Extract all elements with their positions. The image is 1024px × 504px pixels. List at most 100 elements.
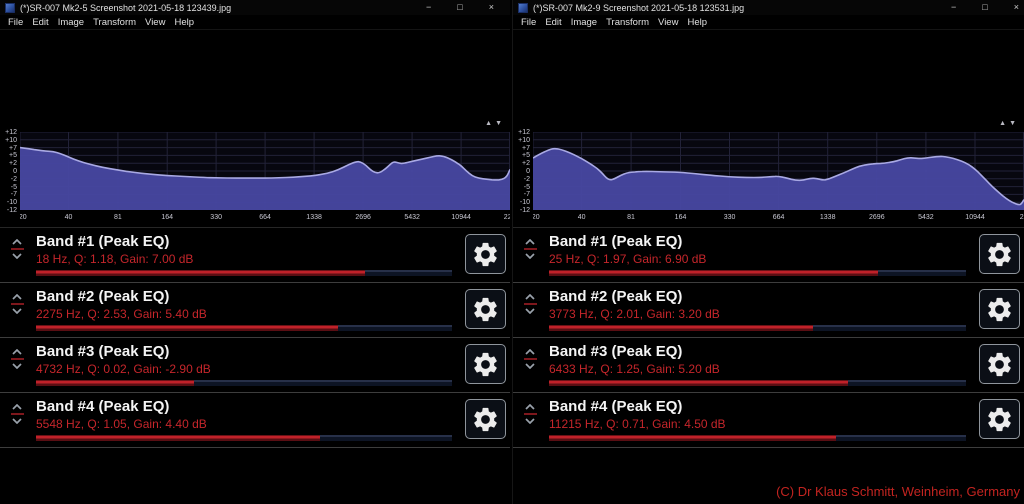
y-tick-label: -7 — [10, 191, 17, 199]
band-indicator-dash — [523, 303, 537, 305]
band-down-icon[interactable] — [525, 418, 535, 424]
x-tick-label: 220 — [503, 214, 510, 221]
band-down-icon[interactable] — [12, 253, 22, 259]
band-up-icon[interactable] — [525, 239, 535, 245]
band-up-icon[interactable] — [12, 294, 22, 300]
band-settings-button[interactable] — [465, 344, 506, 384]
gain-slider-fill — [549, 270, 878, 276]
x-tick-label: 664 — [772, 214, 785, 221]
y-tick-label: +2 — [9, 160, 17, 168]
titlebar[interactable]: (*)SR-007 Mk2-9 Screenshot 2021-05-18 12… — [513, 0, 1024, 15]
band-row-1: Band #1 (Peak EQ) 25 Hz, Q: 1.97, Gain: … — [513, 228, 1024, 283]
menu-bar: File Edit Image Transform View Help — [0, 15, 510, 30]
gain-slider[interactable] — [549, 270, 966, 276]
band-settings-button[interactable] — [979, 289, 1020, 329]
x-tick-label: 81 — [113, 214, 122, 221]
gain-slider[interactable] — [549, 325, 966, 331]
chart-down-button[interactable]: ▼ — [495, 120, 505, 127]
image-viewer-window-right: (*)SR-007 Mk2-9 Screenshot 2021-05-18 12… — [512, 0, 1024, 504]
band-down-icon[interactable] — [525, 363, 535, 369]
x-tick-label: 40 — [64, 214, 73, 221]
band-down-icon[interactable] — [12, 308, 22, 314]
menu-transform[interactable]: Transform — [606, 16, 650, 28]
band-down-icon[interactable] — [12, 418, 22, 424]
close-button[interactable]: × — [1013, 2, 1019, 12]
band-up-icon[interactable] — [12, 349, 22, 355]
band-up-icon[interactable] — [12, 404, 22, 410]
gear-icon — [474, 407, 497, 431]
y-tick-label: +7 — [522, 144, 530, 152]
menu-edit[interactable]: Edit — [32, 16, 49, 28]
maximize-button[interactable]: □ — [457, 2, 463, 12]
band-down-icon[interactable] — [525, 253, 535, 259]
close-button[interactable]: × — [488, 2, 494, 12]
window-title: (*)SR-007 Mk2-9 Screenshot 2021-05-18 12… — [533, 2, 745, 13]
menu-help[interactable]: Help — [687, 16, 707, 28]
band-title: Band #2 (Peak EQ) — [549, 288, 683, 305]
band-settings-button[interactable] — [979, 234, 1020, 274]
band-settings-button[interactable] — [979, 344, 1020, 384]
gain-slider[interactable] — [36, 435, 452, 441]
band-title: Band #1 (Peak EQ) — [549, 233, 683, 250]
band-down-icon[interactable] — [12, 363, 22, 369]
band-up-icon[interactable] — [525, 349, 535, 355]
chart-up-button[interactable]: ▲ — [485, 120, 496, 127]
y-tick-label: 0 — [13, 167, 17, 175]
y-tick-label: +2 — [522, 160, 530, 168]
chart-up-button[interactable]: ▲ — [999, 120, 1010, 127]
gain-slider-fill — [36, 435, 321, 441]
band-up-icon[interactable] — [12, 239, 22, 245]
menu-image[interactable]: Image — [57, 16, 85, 28]
gain-slider[interactable] — [36, 270, 452, 276]
band-up-icon[interactable] — [525, 294, 535, 300]
y-tick-label: +12 — [518, 129, 530, 136]
gain-slider[interactable] — [36, 380, 452, 386]
app-icon — [518, 2, 528, 13]
band-title: Band #2 (Peak EQ) — [36, 288, 170, 305]
band-up-icon[interactable] — [525, 404, 535, 410]
eq-curve — [20, 132, 510, 210]
menu-edit[interactable]: Edit — [545, 16, 562, 28]
band-indicator-dash — [10, 358, 24, 360]
y-tick-label: +5 — [522, 152, 530, 160]
gain-slider[interactable] — [549, 380, 966, 386]
y-tick-label: -12 — [519, 206, 530, 214]
band-title: Band #4 (Peak EQ) — [36, 398, 170, 415]
eq-chart-region: ▲▼ +12 +10 +7 +5 +2 0 -2 -5 -7 -10 -12 20 40 81 164 33… — [513, 120, 1024, 226]
band-row-3: Band #3 (Peak EQ) 6433 Hz, Q: 1.25, Gain… — [513, 338, 1024, 393]
menu-view[interactable]: View — [145, 16, 166, 28]
gain-slider[interactable] — [36, 325, 452, 331]
x-tick-label: 20 — [533, 214, 540, 221]
x-tick-label: 1338 — [306, 214, 322, 221]
menu-file[interactable]: File — [521, 16, 537, 28]
y-tick-label: +12 — [5, 129, 17, 136]
menu-image[interactable]: Image — [570, 16, 598, 28]
menu-view[interactable]: View — [658, 16, 679, 28]
gear-icon — [988, 242, 1011, 266]
eq-curve-plot[interactable] — [20, 132, 510, 210]
gain-slider-fill — [36, 380, 194, 386]
gain-slider[interactable] — [549, 435, 966, 441]
window-title: (*)SR-007 Mk2-5 Screenshot 2021-05-18 12… — [20, 2, 232, 13]
gear-icon — [474, 352, 497, 376]
chart-down-button[interactable]: ▼ — [1009, 120, 1019, 127]
x-tick-label: 20 — [20, 214, 27, 221]
minimize-button[interactable]: − — [951, 2, 957, 12]
band-params: 6433 Hz, Q: 1.25, Gain: 5.20 dB — [549, 362, 720, 376]
band-settings-button[interactable] — [465, 289, 506, 329]
minimize-button[interactable]: − — [426, 2, 432, 12]
eq-curve-plot[interactable] — [533, 132, 1024, 210]
titlebar[interactable]: (*)SR-007 Mk2-5 Screenshot 2021-05-18 12… — [0, 0, 510, 15]
y-tick-label: -12 — [6, 206, 17, 214]
menu-bar: File Edit Image Transform View Help — [513, 15, 1024, 30]
menu-transform[interactable]: Transform — [93, 16, 137, 28]
band-settings-button[interactable] — [979, 399, 1020, 439]
band-down-icon[interactable] — [525, 308, 535, 314]
menu-file[interactable]: File — [8, 16, 24, 28]
band-indicator-dash — [523, 248, 537, 250]
band-list: Band #1 (Peak EQ) 25 Hz, Q: 1.97, Gain: … — [513, 227, 1024, 448]
menu-help[interactable]: Help — [174, 16, 194, 28]
band-settings-button[interactable] — [465, 234, 506, 274]
maximize-button[interactable]: □ — [982, 2, 988, 12]
band-settings-button[interactable] — [465, 399, 506, 439]
